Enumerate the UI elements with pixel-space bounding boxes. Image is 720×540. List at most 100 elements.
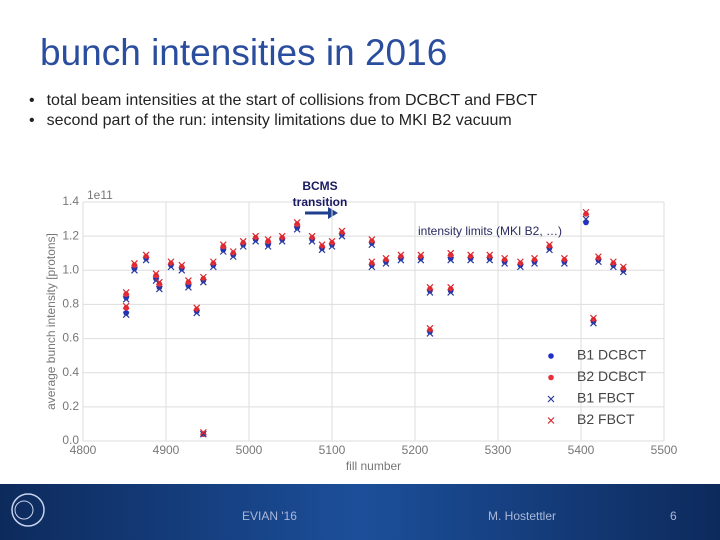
point bbox=[397, 251, 405, 259]
point bbox=[184, 283, 192, 291]
point bbox=[229, 253, 237, 261]
x-tick-label: 5500 bbox=[651, 443, 678, 457]
point bbox=[516, 258, 524, 266]
point bbox=[193, 309, 201, 317]
point bbox=[219, 241, 227, 249]
point bbox=[122, 302, 130, 310]
slide-title: bunch intensities in 2016 bbox=[40, 32, 448, 73]
y-tick-label: 1.4 bbox=[62, 194, 79, 208]
x-tick-label: 5400 bbox=[568, 443, 595, 457]
point bbox=[546, 241, 553, 249]
logo-ring bbox=[14, 500, 34, 520]
annotation: BCMS transition bbox=[292, 179, 348, 209]
point bbox=[531, 260, 538, 267]
point bbox=[368, 241, 376, 249]
point bbox=[447, 283, 455, 291]
x-tick-label: 5000 bbox=[236, 443, 263, 457]
point bbox=[368, 263, 376, 271]
point bbox=[417, 251, 425, 259]
legend-label: B2 DCBCT bbox=[577, 368, 647, 384]
point bbox=[338, 232, 346, 240]
point bbox=[239, 237, 247, 245]
y-offset-label: 1e11 bbox=[87, 188, 113, 202]
point bbox=[265, 238, 271, 245]
x-tick-label: 4900 bbox=[153, 443, 180, 457]
footer-event: EVIAN '16 bbox=[242, 509, 297, 523]
point bbox=[426, 283, 434, 291]
legend-marker bbox=[547, 417, 555, 424]
point bbox=[560, 260, 568, 267]
point bbox=[308, 237, 316, 245]
point bbox=[447, 252, 454, 258]
annotation: intensity limits (MKI B2, …) bbox=[418, 224, 563, 238]
legend-label: B1 DCBCT bbox=[577, 347, 647, 363]
point bbox=[167, 258, 175, 266]
point bbox=[152, 277, 160, 284]
point bbox=[264, 236, 272, 243]
point bbox=[199, 273, 207, 281]
point bbox=[122, 289, 130, 296]
point bbox=[178, 261, 186, 269]
point bbox=[123, 305, 129, 311]
point bbox=[178, 266, 186, 274]
page-number: 6 bbox=[670, 509, 677, 523]
point bbox=[131, 266, 138, 274]
x-tick-label: 4800 bbox=[70, 443, 97, 457]
point bbox=[209, 263, 217, 271]
footer: EVIAN '16 M. Hostettler 6 bbox=[0, 484, 720, 540]
point bbox=[318, 241, 326, 249]
point bbox=[382, 260, 390, 267]
point bbox=[123, 310, 129, 316]
point bbox=[184, 277, 192, 284]
point bbox=[582, 208, 590, 216]
point bbox=[167, 263, 175, 271]
y-tick-label: 0.2 bbox=[62, 399, 79, 413]
legend-marker bbox=[548, 353, 554, 359]
point bbox=[609, 258, 617, 266]
point bbox=[590, 319, 597, 327]
point bbox=[199, 429, 207, 436]
point bbox=[155, 278, 163, 286]
point bbox=[368, 236, 376, 243]
point bbox=[595, 258, 602, 266]
point bbox=[619, 268, 627, 276]
point bbox=[595, 253, 602, 261]
y-tick-label: 0.0 bbox=[62, 433, 79, 447]
y-tick-label: 0.4 bbox=[62, 365, 79, 379]
point bbox=[486, 256, 494, 264]
point bbox=[582, 215, 590, 223]
arrow-head bbox=[328, 207, 338, 219]
point bbox=[252, 237, 260, 245]
legend-marker bbox=[547, 395, 555, 403]
point bbox=[501, 254, 509, 262]
point bbox=[426, 330, 434, 337]
point bbox=[142, 251, 150, 259]
point bbox=[293, 219, 301, 226]
point bbox=[417, 256, 425, 264]
point bbox=[609, 263, 617, 271]
x-tick-label: 5200 bbox=[402, 443, 429, 457]
point bbox=[447, 249, 455, 257]
bullet: second part of the run: intensity limita… bbox=[25, 112, 537, 130]
point bbox=[308, 232, 316, 240]
point bbox=[583, 211, 589, 217]
point bbox=[278, 232, 286, 240]
point bbox=[252, 232, 260, 240]
point bbox=[447, 256, 455, 264]
point bbox=[155, 285, 163, 293]
point bbox=[131, 260, 138, 267]
y-axis-label: average bunch intensity [protons] bbox=[44, 233, 58, 410]
point bbox=[467, 256, 475, 264]
x-tick-label: 5100 bbox=[319, 443, 346, 457]
point bbox=[185, 279, 192, 286]
point bbox=[209, 258, 217, 266]
point bbox=[368, 258, 376, 266]
bullet-list: total beam intensities at the start of c… bbox=[25, 92, 538, 132]
y-tick-label: 1.0 bbox=[62, 262, 79, 276]
point bbox=[199, 430, 207, 438]
point bbox=[123, 291, 129, 297]
point bbox=[501, 260, 509, 267]
point bbox=[486, 251, 494, 259]
point bbox=[531, 254, 538, 262]
